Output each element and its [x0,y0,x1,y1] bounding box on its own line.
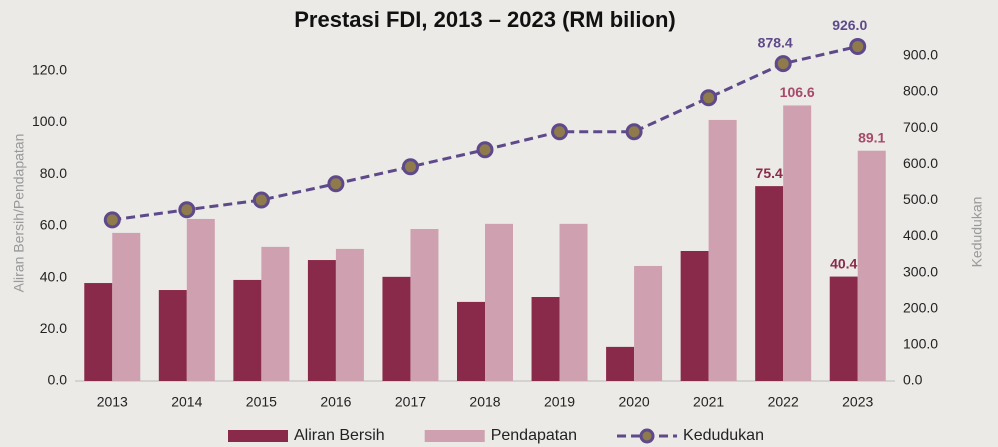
line-marker [401,158,419,176]
line-marker [178,201,196,219]
y-tick-label: 80.0 [40,165,67,181]
bar [606,346,635,381]
y2-tick-label: 900.0 [903,47,938,63]
line-marker [327,175,345,193]
x-tick-label: 2018 [469,394,500,410]
bar [755,186,784,381]
y2-tick-label: 200.0 [903,299,938,315]
bar [84,283,113,381]
y-tick-label: 100.0 [32,113,67,129]
legend-label: Aliran Bersih [294,427,385,444]
legend-swatch [639,428,655,444]
y2-tick-label: 700.0 [903,119,938,135]
x-tick-label: 2013 [97,394,128,410]
line-marker [476,141,494,159]
bar [680,250,709,381]
y2-tick-label: 300.0 [903,263,938,279]
legend-label: Pendapatan [491,427,577,444]
y2-tick-label: 100.0 [903,336,938,352]
y-tick-label: 40.0 [40,268,67,284]
bar [457,301,485,381]
x-tick-label: 2023 [842,394,873,410]
x-tick-label: 2022 [768,394,799,410]
x-tick-label: 2021 [693,394,724,410]
data-label: 878.4 [758,34,793,50]
data-label: 40.4 [830,255,857,271]
x-tick-label: 2017 [395,394,426,410]
chart-title: Prestasi FDI, 2013 – 2023 (RM bilion) [294,7,675,32]
legend-label: Kedudukan [683,427,764,444]
y-tick-label: 60.0 [40,217,67,233]
bar [783,105,812,381]
bar [559,223,588,381]
bar [857,150,886,381]
data-label: 926.0 [832,17,867,33]
y2-tick-label: 800.0 [903,83,938,99]
y2-tick-label: 0.0 [903,372,923,388]
x-tick-label: 2020 [619,394,650,410]
y2-tick-label: 400.0 [903,227,938,243]
bar [233,279,262,381]
bar [307,260,336,381]
line-marker [551,123,569,141]
line-marker [700,89,718,107]
line-marker [625,123,643,141]
y2-tick-label: 600.0 [903,155,938,171]
y2-axis-label: Kedudukan [969,197,985,268]
y-tick-label: 120.0 [32,62,67,78]
y2-tick-label: 500.0 [903,191,938,207]
bar [485,223,513,381]
x-tick-label: 2015 [246,394,277,410]
bar [531,297,560,381]
line-marker [103,211,121,229]
bar [112,232,141,381]
y-tick-label: 20.0 [40,320,67,336]
bar [410,229,439,381]
legend-swatch [424,430,485,442]
x-tick-label: 2016 [320,394,351,410]
line-marker [849,37,867,55]
x-tick-label: 2019 [544,394,575,410]
data-label: 89.1 [858,129,885,145]
bar [829,276,858,381]
bar [261,246,290,381]
y-tick-label: 0.0 [48,372,68,388]
bar [708,119,737,381]
bar [382,276,411,381]
legend-swatch [228,430,288,442]
line-marker [774,55,792,73]
bar [186,218,215,381]
bar [335,248,364,381]
x-tick-label: 2014 [171,394,202,410]
y-axis-label: Aliran Bersih/Pendapatan [11,134,27,293]
data-label: 75.4 [756,165,783,181]
bar [158,290,187,381]
bar [634,265,663,381]
line-marker [252,191,270,209]
data-label: 106.6 [780,84,815,100]
